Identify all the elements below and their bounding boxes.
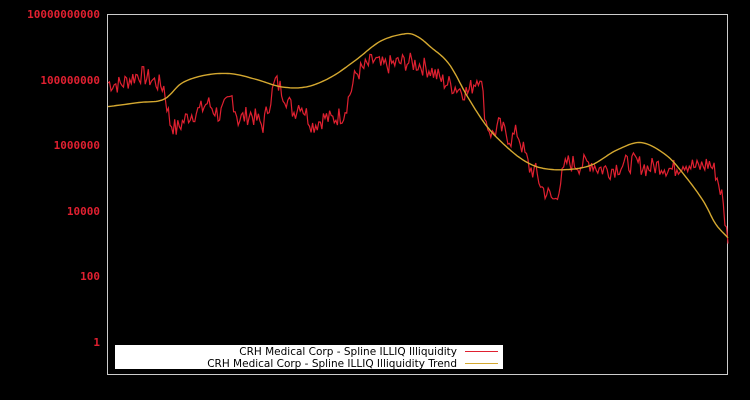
y-tick-label: 100: [80, 270, 100, 283]
y-tick-label: 10000000000: [27, 8, 100, 21]
legend-label-series-2: CRH Medical Corp - Spline ILLIQ Illiquid…: [207, 358, 457, 370]
legend-label-series-1: CRH Medical Corp - Spline ILLIQ Illiquid…: [239, 346, 457, 358]
illiquidity-trend-line: [107, 32, 729, 239]
legend: CRH Medical Corp - Spline ILLIQ Illiquid…: [115, 345, 503, 370]
series-lines: [107, 32, 729, 244]
y-axis-ticks: 10000000000 100000000 1000000 10000 100 1: [27, 8, 100, 349]
y-tick-label: 1000000: [54, 139, 100, 152]
y-tick-label: 1: [93, 336, 100, 349]
plot-frame: [107, 14, 728, 375]
illiquidity-line: [107, 52, 729, 244]
y-tick-label: 10000: [67, 205, 100, 218]
y-tick-label: 100000000: [40, 74, 100, 87]
legend-box: [115, 345, 503, 369]
